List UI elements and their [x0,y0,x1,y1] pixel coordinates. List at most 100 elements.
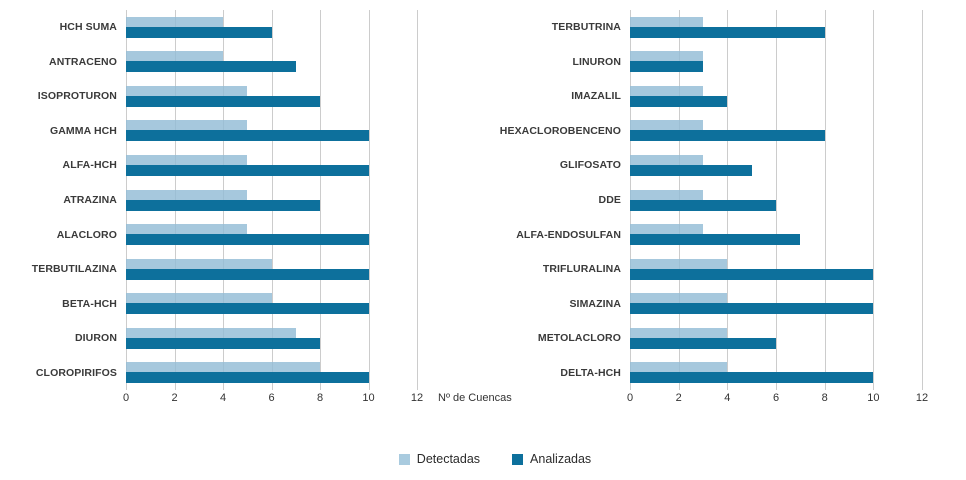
bar-analizadas [630,95,728,107]
bar-analizadas [630,26,825,38]
bar-detectadas [630,16,703,27]
bar-detectadas [126,16,223,27]
table-row: IMAZALIL [480,79,924,114]
bar-detectadas [126,258,272,269]
bar-group [126,321,417,356]
category-label: CLOROPIRIFOS [35,366,117,379]
x-tick-label: 4 [724,392,731,404]
bar-analizadas [126,372,369,384]
x-tick-label: 10 [867,392,880,404]
gridline [873,10,875,390]
table-row: CLOROPIRIFOS [0,355,440,390]
x-tick-label: 0 [626,392,634,404]
category-label: BETA-HCH [62,297,117,310]
x-tick-label: 12 [915,392,929,404]
table-row: GLIFOSATO [480,148,924,183]
gridline [368,10,370,390]
bar-analizadas [630,199,776,211]
x-axis-ticks: 0 2 4 6 8 10 12 Nº de Cuencas [122,392,512,406]
legend-item-detectadas: Detectadas [398,452,481,466]
bar-detectadas [126,85,248,96]
bar-analizadas [126,337,320,349]
category-label: ANTRACENO [49,55,117,68]
category-label: ATRAZINA [63,194,117,206]
table-row: DIURON [0,321,440,356]
category-label: SIMAZINA [569,297,621,310]
bar-group [630,252,922,287]
bar-analizadas [630,234,801,246]
bar-analizadas [126,199,320,211]
bar-analizadas [126,26,272,38]
gridline [417,10,418,390]
bar-group [126,355,417,390]
table-row: ALACLORO [0,217,440,252]
bar-detectadas [630,258,728,269]
x-tick-label: 2 [171,392,178,404]
bar-analizadas [630,61,703,73]
category-label: TERBUTILAZINA [31,263,117,276]
bar-analizadas [630,372,874,384]
gridline [320,10,321,390]
bar-detectadas [630,224,703,235]
bar-group [630,321,922,356]
bar-rows: HCH SUMA ANTRACENO ISOPROTURON GAMMA HCH ALF… [0,10,440,390]
bar-detectadas [630,51,703,62]
bar-group [630,10,922,45]
bar-group [126,217,417,252]
bar-analizadas [126,234,369,246]
bar-rows: TERBUTRINA LINURON IMAZALIL HEXACLOROBENCEN… [480,10,924,390]
x-tick-label: 4 [219,392,227,404]
table-row: TERBUTILAZINA [0,252,440,287]
bar-analizadas [126,61,296,73]
bar-group [630,79,922,114]
bar-detectadas [630,327,728,338]
bar-group [126,114,417,149]
x-tick-label: 8 [821,392,828,404]
category-label: HEXACLOROBENCENO [499,124,621,137]
x-tick-label: 0 [122,392,130,404]
bar-detectadas [126,224,248,235]
bar-detectadas [126,154,248,165]
bar-group [630,355,922,390]
x-tick-label: 6 [772,392,780,404]
category-label: TRIFLURALINA [542,263,621,276]
category-label: DELTA-HCH [560,366,621,379]
bar-analizadas [126,303,369,315]
category-label: TERBUTRINA [551,21,621,34]
bar-detectadas [630,120,703,131]
bar-group [630,148,922,183]
bar-detectadas [630,154,703,165]
legend-swatch-analizadas [512,453,524,465]
bar-group [126,183,417,218]
gridline [922,10,923,390]
bar-detectadas [126,51,223,62]
bar-detectadas [126,293,272,304]
table-row: DDE [480,183,924,218]
x-tick-label: 6 [268,392,275,404]
category-label: ISOPROTURON [37,90,117,103]
x-tick-label: 10 [362,392,375,404]
x-axis-ticks: 0 2 4 6 8 10 12 [626,392,928,406]
x-tick-label: 8 [316,392,324,404]
category-label: GLIFOSATO [559,159,621,172]
bar-detectadas [126,120,248,131]
bar-group [630,183,922,218]
table-row: ISOPROTURON [0,79,440,114]
bar-analizadas [630,337,776,349]
legend-item-analizadas: Analizadas [512,452,591,466]
bar-group [630,286,922,321]
table-row: DELTA-HCH [480,355,924,390]
x-tick-label: 12 [410,392,424,404]
legend-label: Detectadas [416,452,481,466]
bar-analizadas [630,130,825,142]
chart-right: TERBUTRINA LINURON IMAZALIL HEXACLOROBENCEN… [480,0,928,410]
gridline [824,10,826,390]
table-row: BETA-HCH [0,286,440,321]
table-row: ANTRACENO [0,45,440,80]
bar-analizadas [126,95,320,107]
table-row: ALFA-HCH [0,148,440,183]
table-row: TERBUTRINA [480,10,924,45]
bar-analizadas [630,164,752,176]
category-label: IMAZALIL [571,90,621,103]
